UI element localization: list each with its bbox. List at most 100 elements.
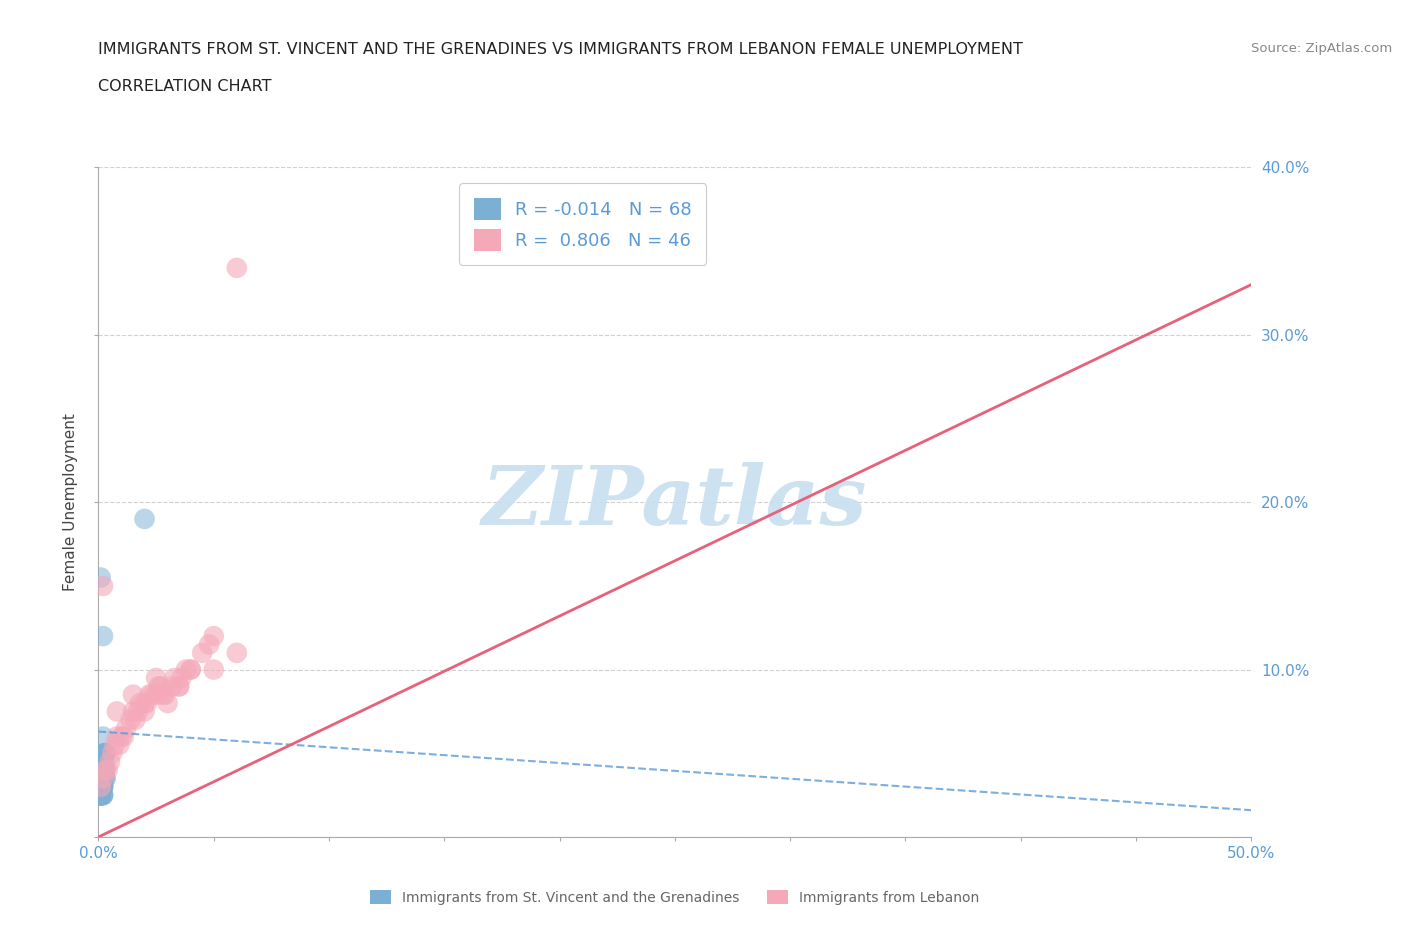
Point — [90, 779, 112, 794]
Point — [170, 671, 193, 685]
Point — [149, 679, 172, 694]
Point — [91, 779, 114, 794]
Point — [90, 771, 112, 786]
Point — [90, 779, 112, 794]
Point — [94, 746, 117, 761]
Point — [91, 771, 114, 786]
Point — [198, 637, 221, 652]
Point — [122, 704, 145, 719]
Legend: Immigrants from St. Vincent and the Grenadines, Immigrants from Lebanon: Immigrants from St. Vincent and the Gren… — [364, 884, 986, 910]
Point — [91, 763, 114, 777]
Point — [127, 704, 149, 719]
Point — [91, 788, 114, 803]
Point — [90, 754, 112, 769]
Point — [94, 746, 117, 761]
Text: ZIPatlas: ZIPatlas — [482, 462, 868, 542]
Point — [105, 729, 128, 744]
Point — [91, 763, 114, 777]
Point — [98, 754, 121, 769]
Point — [103, 737, 125, 752]
Y-axis label: Female Unemployment: Female Unemployment — [63, 413, 79, 591]
Point — [91, 779, 114, 794]
Point — [138, 687, 160, 702]
Point — [145, 687, 167, 702]
Point — [174, 662, 197, 677]
Point — [90, 779, 112, 794]
Point — [112, 729, 135, 744]
Point — [202, 629, 225, 644]
Point — [90, 779, 112, 794]
Point — [91, 763, 114, 777]
Point — [91, 788, 114, 803]
Point — [90, 788, 112, 803]
Point — [90, 788, 112, 803]
Point — [90, 763, 112, 777]
Point — [148, 679, 170, 694]
Point — [94, 763, 117, 777]
Point — [90, 788, 112, 803]
Point — [91, 754, 114, 769]
Point — [90, 779, 112, 794]
Point — [94, 763, 117, 777]
Point — [94, 746, 117, 761]
Point — [134, 704, 156, 719]
Point — [94, 771, 117, 786]
Point — [91, 763, 114, 777]
Point — [108, 737, 131, 752]
Point — [105, 704, 128, 719]
Point — [135, 696, 157, 711]
Point — [91, 763, 114, 777]
Point — [167, 679, 190, 694]
Point — [91, 771, 114, 786]
Point — [110, 729, 132, 744]
Point — [90, 788, 112, 803]
Point — [90, 779, 112, 794]
Point — [91, 771, 114, 786]
Point — [167, 679, 190, 694]
Point — [115, 721, 138, 736]
Point — [180, 662, 202, 677]
Point — [101, 746, 124, 761]
Point — [129, 696, 152, 711]
Point — [134, 696, 156, 711]
Point — [91, 771, 114, 786]
Point — [90, 754, 112, 769]
Point — [124, 712, 146, 727]
Point — [91, 754, 114, 769]
Point — [91, 771, 114, 786]
Point — [94, 746, 117, 761]
Point — [90, 779, 112, 794]
Point — [145, 671, 167, 685]
Point — [90, 788, 112, 803]
Point — [134, 512, 156, 526]
Point — [94, 771, 117, 786]
Text: Source: ZipAtlas.com: Source: ZipAtlas.com — [1251, 42, 1392, 55]
Point — [91, 779, 114, 794]
Point — [91, 763, 114, 777]
Point — [91, 746, 114, 761]
Point — [91, 763, 114, 777]
Point — [90, 779, 112, 794]
Point — [163, 671, 186, 685]
Point — [91, 771, 114, 786]
Point — [90, 779, 112, 794]
Point — [91, 763, 114, 777]
Point — [90, 788, 112, 803]
Point — [202, 662, 225, 677]
Point — [90, 771, 112, 786]
Point — [91, 754, 114, 769]
Point — [90, 779, 112, 794]
Point — [90, 763, 112, 777]
Point — [91, 754, 114, 769]
Point — [91, 763, 114, 777]
Point — [97, 763, 120, 777]
Point — [90, 570, 112, 585]
Point — [156, 696, 179, 711]
Point — [90, 779, 112, 794]
Point — [155, 687, 177, 702]
Point — [191, 645, 214, 660]
Point — [91, 763, 114, 777]
Point — [90, 754, 112, 769]
Point — [122, 687, 145, 702]
Text: IMMIGRANTS FROM ST. VINCENT AND THE GRENADINES VS IMMIGRANTS FROM LEBANON FEMALE: IMMIGRANTS FROM ST. VINCENT AND THE GREN… — [98, 42, 1024, 57]
